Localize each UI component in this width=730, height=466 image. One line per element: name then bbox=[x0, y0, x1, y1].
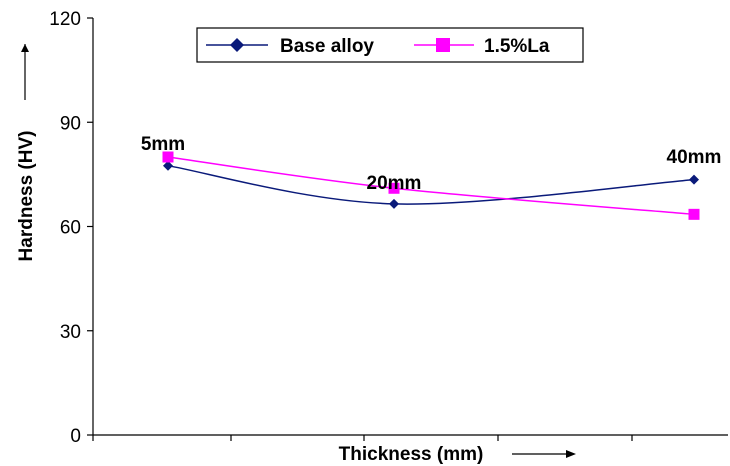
legend-marker-base-alloy bbox=[230, 38, 244, 52]
series-line-base-alloy bbox=[167, 164, 695, 205]
data-point-base-alloy-2 bbox=[689, 174, 699, 185]
category-label-20mm: 20mm bbox=[367, 173, 422, 194]
y-axis-arrowhead bbox=[21, 44, 29, 52]
x-axis-ticks bbox=[92, 435, 633, 441]
legend-label-la: 1.5%La bbox=[484, 36, 550, 57]
legend-marker-la bbox=[436, 38, 450, 52]
data-point-1-5-la-0 bbox=[162, 151, 174, 163]
data-point-1-5-la-2 bbox=[688, 208, 700, 220]
series-line-1-5-la bbox=[167, 156, 695, 216]
y-axis-title: Hardness (HV) bbox=[16, 131, 37, 262]
x-axis-title: Thickness (mm) bbox=[339, 444, 484, 465]
y-axis-title-group: Hardness (HV) bbox=[16, 44, 37, 261]
category-label-40mm: 40mm bbox=[667, 147, 722, 168]
y-axis-tick-labels: 0 30 60 90 120 bbox=[49, 9, 81, 447]
data-point-1-5-la-1 bbox=[388, 182, 400, 194]
legend: Base alloy 1.5%La bbox=[196, 27, 584, 63]
y-tick-label: 90 bbox=[60, 113, 81, 134]
y-tick-label: 120 bbox=[49, 9, 81, 30]
data-point-base-alloy-1 bbox=[389, 198, 399, 209]
category-label-5mm: 5mm bbox=[141, 134, 185, 155]
y-tick-label: 0 bbox=[70, 426, 81, 447]
y-tick-label: 30 bbox=[60, 322, 81, 343]
y-tick-label: 60 bbox=[60, 218, 81, 239]
point-labels: 5mm 20mm 40mm bbox=[141, 134, 722, 194]
data-point-base-alloy-0 bbox=[163, 160, 173, 171]
y-axis-ticks bbox=[87, 17, 93, 436]
series-layer bbox=[162, 151, 700, 220]
legend-label-base-alloy: Base alloy bbox=[280, 36, 374, 57]
x-axis-arrowhead bbox=[566, 450, 576, 458]
